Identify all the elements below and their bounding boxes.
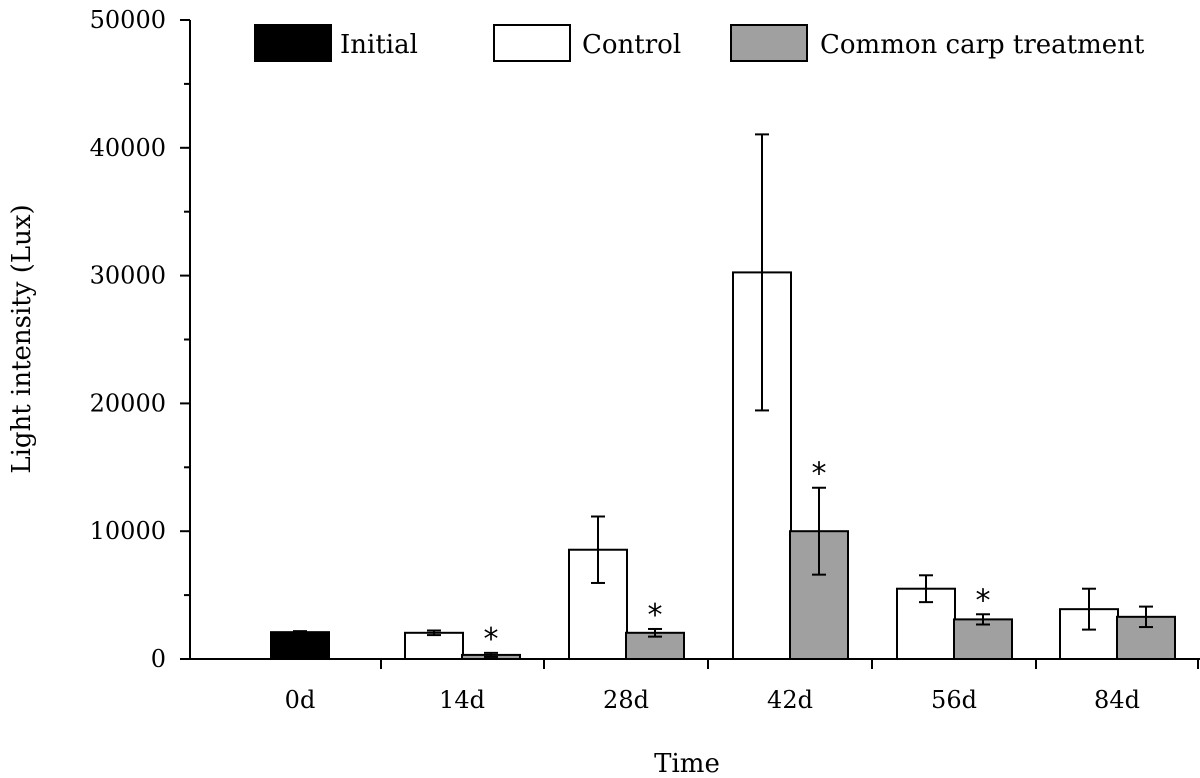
bars-layer: * * * *	[270, 133, 1176, 661]
y-tick-label: 40000	[90, 134, 166, 162]
legend-label: Control	[582, 30, 681, 60]
significance-marker: *	[976, 583, 991, 618]
legend-label: Initial	[340, 30, 418, 60]
bar	[270, 631, 330, 660]
x-tick-label: 42d	[767, 686, 813, 714]
x-tick-label: 28d	[603, 686, 649, 714]
x-tick-label: 56d	[931, 686, 977, 714]
significance-marker: *	[648, 598, 663, 633]
axes-layer: 0 10000 20000 30000 40000 50000 0d 14d 28d 42d 56d…	[90, 6, 1200, 714]
y-axis-title: Light intensity (Lux)	[7, 204, 37, 473]
legend: Initial Control Common carp treatment	[254, 24, 1145, 62]
x-axis-title: Time	[654, 749, 720, 778]
y-tick-label: 0	[151, 645, 166, 673]
y-tick-label: 30000	[90, 262, 166, 290]
legend-swatch	[254, 24, 332, 62]
x-tick-label: 14d	[439, 686, 485, 714]
bar	[404, 631, 464, 661]
y-tick-label: 20000	[90, 389, 166, 417]
significance-marker: *	[484, 622, 499, 657]
x-tick-label: 0d	[285, 686, 316, 714]
x-tick-label: 84d	[1094, 686, 1140, 714]
legend-label: Common carp treatment	[820, 30, 1145, 60]
legend-swatch	[730, 24, 808, 62]
bar	[953, 618, 1013, 661]
significance-marker: *	[812, 457, 827, 492]
y-tick-label: 10000	[90, 517, 166, 545]
legend-swatch	[493, 24, 571, 62]
y-tick-label: 50000	[90, 6, 166, 34]
